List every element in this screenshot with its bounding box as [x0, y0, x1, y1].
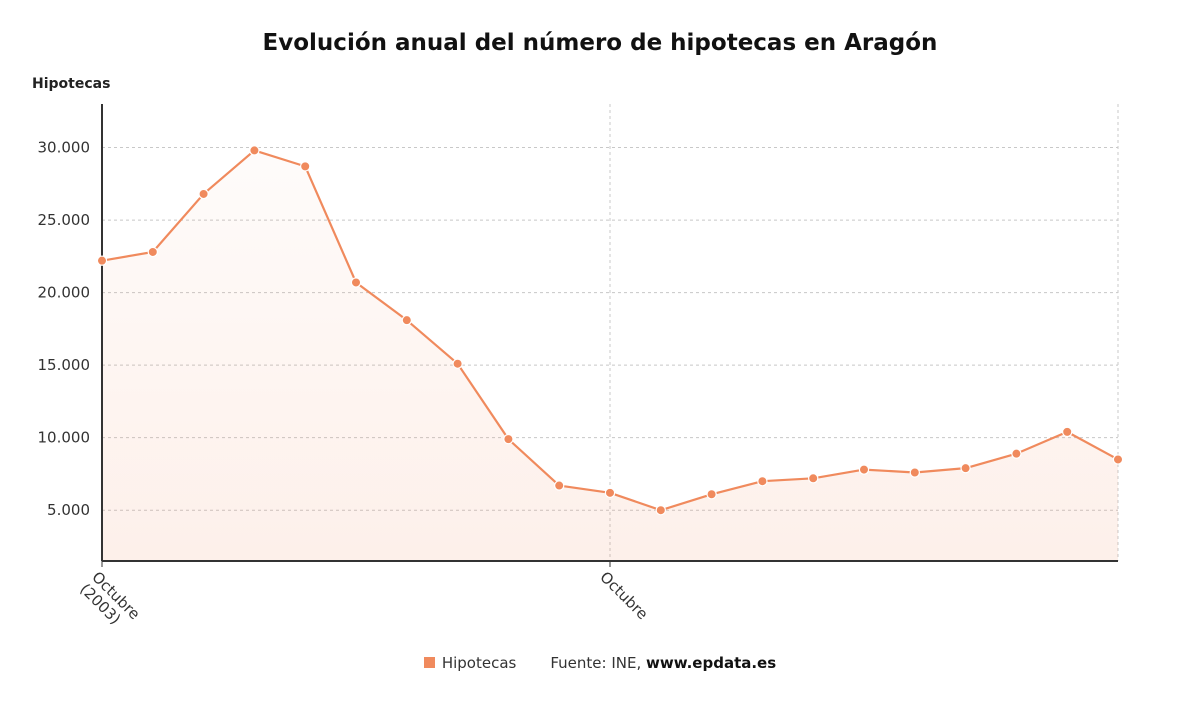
y-tick-label: 15.000	[38, 356, 91, 374]
data-point	[1061, 426, 1073, 438]
x-tick-label-line: Octubre	[596, 568, 651, 623]
area-layer	[102, 150, 1118, 561]
legend: Hipotecas Fuente: INE, www.epdata.es	[0, 654, 1200, 672]
chart-title: Evolución anual del número de hipotecas …	[262, 30, 938, 56]
data-point	[198, 188, 209, 200]
data-point	[96, 255, 108, 266]
data-point	[1112, 454, 1124, 465]
source-text: Fuente: INE,	[550, 654, 646, 672]
data-point	[147, 246, 158, 258]
data-point	[1011, 448, 1022, 459]
data-point	[300, 161, 311, 172]
axes	[101, 104, 1118, 567]
y-tick-label: 30.000	[38, 139, 91, 157]
data-point	[401, 314, 412, 326]
y-tick-label: 25.000	[38, 211, 91, 229]
data-point	[960, 462, 971, 474]
y-tick-label: 5.000	[47, 501, 90, 519]
source-link[interactable]: www.epdata.es	[645, 654, 777, 672]
data-point	[503, 433, 514, 445]
y-tick-labels: 5.000 10.000 15.000 20.000 25.000 30.000	[38, 139, 91, 520]
data-point	[655, 505, 667, 516]
data-point	[909, 467, 921, 478]
data-point	[706, 489, 717, 500]
data-point	[554, 480, 565, 491]
y-tick-label: 10.000	[38, 429, 91, 447]
series-area	[102, 150, 1118, 561]
x-tick-labels: Octubre(2003) Octubre	[76, 568, 651, 628]
data-point	[350, 277, 362, 288]
y-axis-title: Hipotecas	[32, 76, 111, 92]
x-tick-label: Octubre	[596, 568, 651, 623]
legend-series-label: Hipotecas	[441, 654, 517, 672]
data-point	[604, 487, 616, 499]
data-points	[96, 145, 1124, 516]
legend-swatch	[423, 657, 435, 668]
data-point	[249, 145, 260, 156]
data-point	[808, 473, 819, 484]
data-point	[452, 358, 463, 369]
x-tick-label: Octubre(2003)	[76, 568, 143, 628]
y-tick-label: 20.000	[38, 284, 91, 302]
data-point	[757, 476, 768, 487]
data-point	[858, 464, 870, 475]
